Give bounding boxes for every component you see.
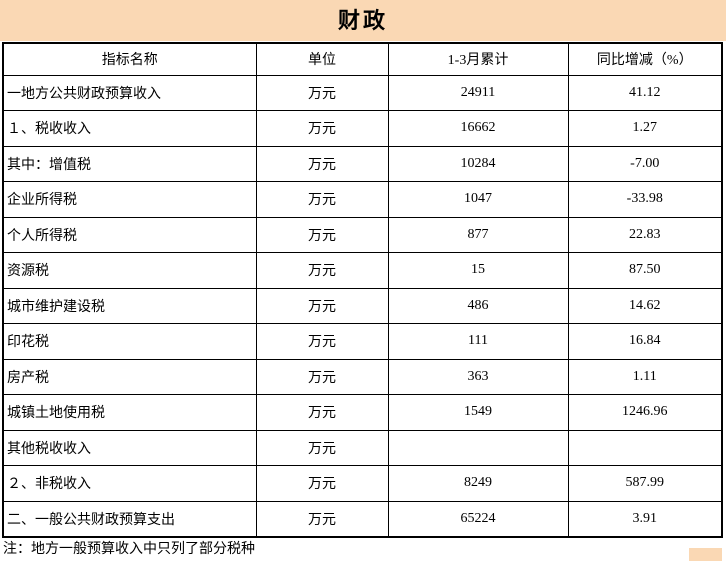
table-row: 二、一般公共财政预算支出 万元 65224 3.91 xyxy=(2,500,723,537)
yoy-value-cell xyxy=(567,429,723,466)
cumulative-value-cell xyxy=(387,429,569,466)
header-row: 指标名称 单位 1-3月累计 同比增减（%） xyxy=(2,42,723,76)
indicator-name-cell: １、税收收入 xyxy=(2,110,257,147)
cumulative-value-cell: 1047 xyxy=(387,181,569,218)
indicator-name-cell: 资源税 xyxy=(2,252,257,289)
cumulative-value-cell: 65224 xyxy=(387,500,569,537)
table-row: 城市维护建设税 万元 486 14.62 xyxy=(2,287,723,324)
yoy-value-cell: -33.98 xyxy=(567,181,723,218)
corner-badge xyxy=(689,548,722,561)
indicator-name-cell: 二、一般公共财政预算支出 xyxy=(2,500,257,537)
yoy-value-cell: 14.62 xyxy=(567,287,723,324)
table-row: 资源税 万元 15 87.50 xyxy=(2,252,723,289)
unit-cell: 万元 xyxy=(255,145,389,182)
cumulative-value-cell: 877 xyxy=(387,216,569,253)
table-row: 印花税 万元 111 16.84 xyxy=(2,323,723,360)
yoy-value-cell: 3.91 xyxy=(567,500,723,537)
indicator-name-cell: 一地方公共财政预算收入 xyxy=(2,74,257,111)
table-row: 个人所得税 万元 877 22.83 xyxy=(2,216,723,253)
page-title: 财政 xyxy=(337,7,388,33)
unit-cell: 万元 xyxy=(255,394,389,431)
table-row: 一地方公共财政预算收入 万元 24911 41.12 xyxy=(2,74,723,111)
indicator-name-cell: ２、非税收入 xyxy=(2,465,257,502)
unit-cell: 万元 xyxy=(255,287,389,324)
indicator-name-cell: 企业所得税 xyxy=(2,181,257,218)
cumulative-value-cell: 111 xyxy=(387,323,569,360)
yoy-value-cell: 41.12 xyxy=(567,74,723,111)
unit-cell: 万元 xyxy=(255,216,389,253)
unit-cell: 万元 xyxy=(255,323,389,360)
footnote: 注：地方一般预算收入中只列了部分税种 xyxy=(3,542,255,557)
cumulative-value-cell: 8249 xyxy=(387,465,569,502)
unit-cell: 万元 xyxy=(255,252,389,289)
col-header-cumulative: 1-3月累计 xyxy=(387,42,569,76)
unit-cell: 万元 xyxy=(255,429,389,466)
yoy-value-cell: 22.83 xyxy=(567,216,723,253)
indicator-name-cell: 房产税 xyxy=(2,358,257,395)
cumulative-value-cell: 24911 xyxy=(387,74,569,111)
title-band: 财政 xyxy=(0,0,726,41)
table-row: 城镇土地使用税 万元 1549 1246.96 xyxy=(2,394,723,431)
cumulative-value-cell: 486 xyxy=(387,287,569,324)
unit-cell: 万元 xyxy=(255,74,389,111)
table-row: 企业所得税 万元 1047 -33.98 xyxy=(2,181,723,218)
table-row: １、税收收入 万元 16662 1.27 xyxy=(2,110,723,147)
cumulative-value-cell: 1549 xyxy=(387,394,569,431)
indicator-name-cell: 其中：增值税 xyxy=(2,145,257,182)
col-header-yoy-change: 同比增减（%） xyxy=(567,42,723,76)
col-header-unit: 单位 xyxy=(255,42,389,76)
yoy-value-cell: 87.50 xyxy=(567,252,723,289)
indicator-name-cell: 印花税 xyxy=(2,323,257,360)
table-row: ２、非税收入 万元 8249 587.99 xyxy=(2,465,723,502)
indicator-name-cell: 城镇土地使用税 xyxy=(2,394,257,431)
yoy-value-cell: 1.27 xyxy=(567,110,723,147)
yoy-value-cell: -7.00 xyxy=(567,145,723,182)
yoy-value-cell: 587.99 xyxy=(567,465,723,502)
unit-cell: 万元 xyxy=(255,465,389,502)
cumulative-value-cell: 15 xyxy=(387,252,569,289)
yoy-value-cell: 1246.96 xyxy=(567,394,723,431)
unit-cell: 万元 xyxy=(255,500,389,537)
indicator-name-cell: 个人所得税 xyxy=(2,216,257,253)
table-row: 其他税收收入 万元 xyxy=(2,429,723,466)
unit-cell: 万元 xyxy=(255,358,389,395)
indicator-name-cell: 城市维护建设税 xyxy=(2,287,257,324)
unit-cell: 万元 xyxy=(255,110,389,147)
yoy-value-cell: 1.11 xyxy=(567,358,723,395)
table-row: 其中：增值税 万元 10284 -7.00 xyxy=(2,145,723,182)
cumulative-value-cell: 363 xyxy=(387,358,569,395)
col-header-indicator-name: 指标名称 xyxy=(2,42,257,76)
finance-table: 指标名称 单位 1-3月累计 同比增减（%） 一地方公共财政预算收入 万元 2491… xyxy=(2,42,723,538)
indicator-name-cell: 其他税收收入 xyxy=(2,429,257,466)
cumulative-value-cell: 16662 xyxy=(387,110,569,147)
table-row: 房产税 万元 363 1.11 xyxy=(2,358,723,395)
cumulative-value-cell: 10284 xyxy=(387,145,569,182)
unit-cell: 万元 xyxy=(255,181,389,218)
yoy-value-cell: 16.84 xyxy=(567,323,723,360)
